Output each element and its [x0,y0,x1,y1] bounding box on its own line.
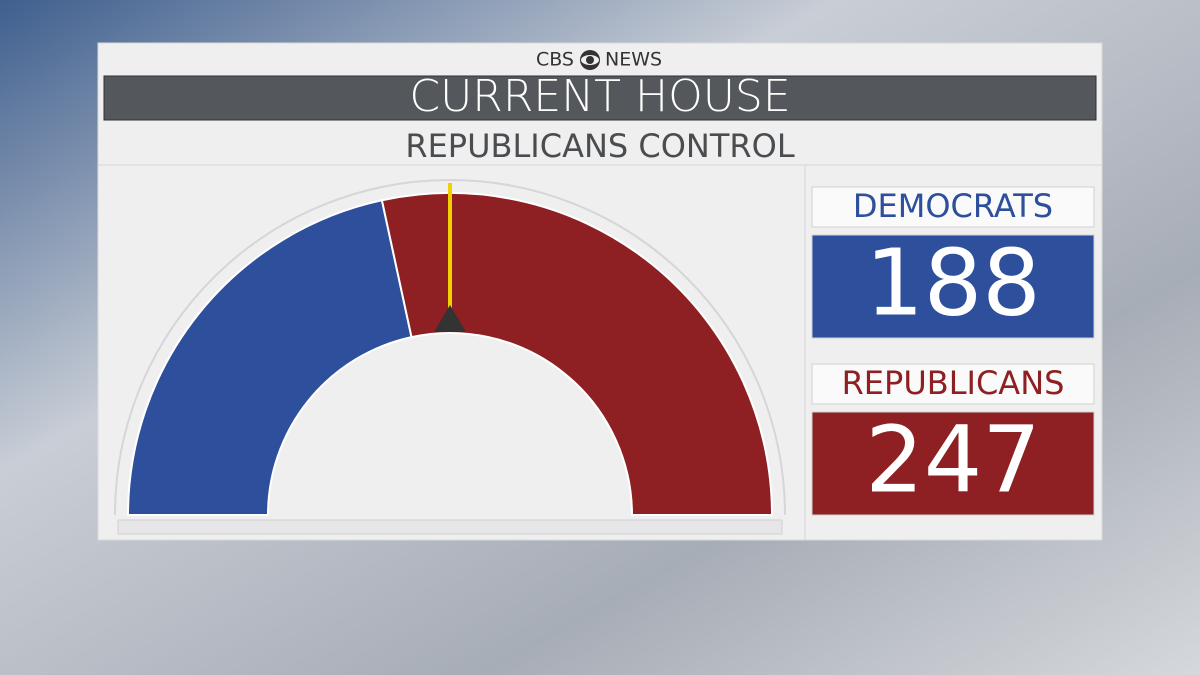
legend-label: DEMOCRATS [853,187,1053,225]
value-label: 188 [865,229,1041,336]
value-box [811,234,1095,339]
gauge-segment [126,199,413,516]
brand-logo [580,50,600,70]
label-box [811,363,1095,405]
majority-marker [434,305,466,332]
gauge-outline [114,179,786,516]
gauge-segment [380,192,774,516]
totals: DEMOCRATS 188 REPUBLICANS 247 [811,186,1095,516]
brand-left: CBS [536,49,574,71]
chart-subtitle: REPUBLICANS CONTROL [405,127,794,165]
label-box [811,186,1095,228]
value-label: 247 [865,406,1041,513]
brand-right: NEWS [605,49,662,71]
gauge-base [117,519,783,535]
chart-title: CURRENT HOUSE [409,71,790,122]
gauge [126,192,774,516]
title-bar [103,75,1097,121]
legend-label: REPUBLICANS [842,364,1065,402]
value-box [811,411,1095,516]
